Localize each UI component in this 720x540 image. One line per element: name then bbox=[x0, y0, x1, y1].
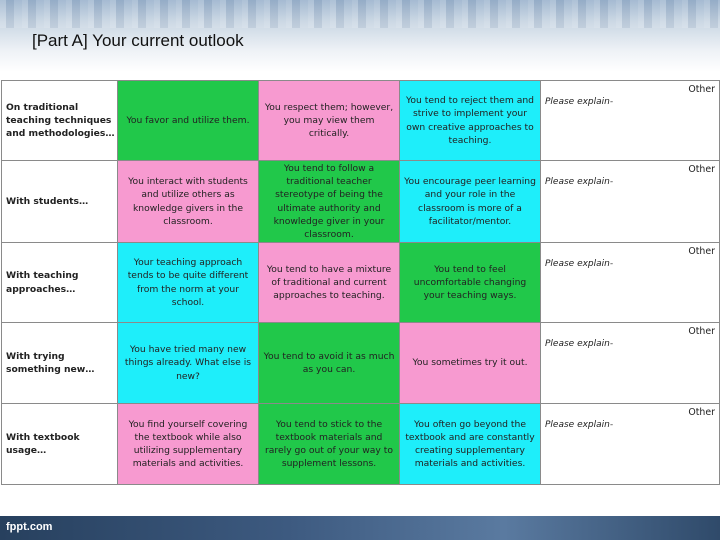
option-cell[interactable]: You tend to avoid it as much as you can. bbox=[258, 322, 400, 404]
other-label: Other bbox=[688, 84, 715, 95]
row-question: On traditional teaching techniques and m… bbox=[1, 80, 118, 161]
option-cell[interactable]: You tend to feel uncomfortable changing … bbox=[399, 242, 541, 323]
option-cell[interactable]: You have tried many new things already. … bbox=[117, 322, 259, 404]
survey-table: On traditional teaching techniques and m… bbox=[1, 80, 720, 485]
option-cell[interactable]: You respect them; however, you may view … bbox=[258, 80, 400, 161]
explain-label: Please explain- bbox=[545, 259, 614, 269]
footer-brand: fppt.com bbox=[6, 521, 53, 533]
table-row: With textbook usage… You find yourself c… bbox=[1, 403, 720, 485]
other-cell[interactable]: Other Please explain- bbox=[540, 160, 720, 243]
option-cell[interactable]: You tend to follow a traditional teacher… bbox=[258, 160, 400, 243]
other-cell[interactable]: Other Please explain- bbox=[540, 403, 720, 485]
other-cell[interactable]: Other Please explain- bbox=[540, 242, 720, 323]
explain-label: Please explain- bbox=[545, 97, 614, 107]
other-label: Other bbox=[688, 164, 715, 175]
explain-label: Please explain- bbox=[545, 339, 614, 349]
header-band bbox=[0, 0, 720, 72]
row-question: With textbook usage… bbox=[1, 403, 118, 485]
option-cell[interactable]: You interact with students and utilize o… bbox=[117, 160, 259, 243]
other-cell[interactable]: Other Please explain- bbox=[540, 80, 720, 161]
explain-label: Please explain- bbox=[545, 177, 614, 187]
option-cell[interactable]: You favor and utilize them. bbox=[117, 80, 259, 161]
row-question: With students… bbox=[1, 160, 118, 243]
option-cell[interactable]: You often go beyond the textbook and are… bbox=[399, 403, 541, 485]
other-label: Other bbox=[688, 246, 715, 257]
option-cell[interactable]: You tend to stick to the textbook materi… bbox=[258, 403, 400, 485]
other-label: Other bbox=[688, 407, 715, 418]
option-cell[interactable]: You tend to reject them and strive to im… bbox=[399, 80, 541, 161]
option-cell[interactable]: You tend to have a mixture of traditiona… bbox=[258, 242, 400, 323]
table-row: With students… You interact with student… bbox=[1, 160, 720, 243]
option-cell[interactable]: You sometimes try it out. bbox=[399, 322, 541, 404]
option-cell[interactable]: You find yourself covering the textbook … bbox=[117, 403, 259, 485]
explain-label: Please explain- bbox=[545, 420, 614, 430]
slide-title: [Part A] Your current outlook bbox=[32, 31, 244, 50]
table-row: On traditional teaching techniques and m… bbox=[1, 80, 720, 161]
option-cell[interactable]: You encourage peer learning and your rol… bbox=[399, 160, 541, 243]
other-label: Other bbox=[688, 326, 715, 337]
row-question: With teaching approaches… bbox=[1, 242, 118, 323]
footer-bar: fppt.com bbox=[0, 516, 720, 540]
other-cell[interactable]: Other Please explain- bbox=[540, 322, 720, 404]
table-row: With teaching approaches… Your teaching … bbox=[1, 242, 720, 323]
row-question: With trying something new… bbox=[1, 322, 118, 404]
table-row: With trying something new… You have trie… bbox=[1, 322, 720, 404]
option-cell[interactable]: Your teaching approach tends to be quite… bbox=[117, 242, 259, 323]
